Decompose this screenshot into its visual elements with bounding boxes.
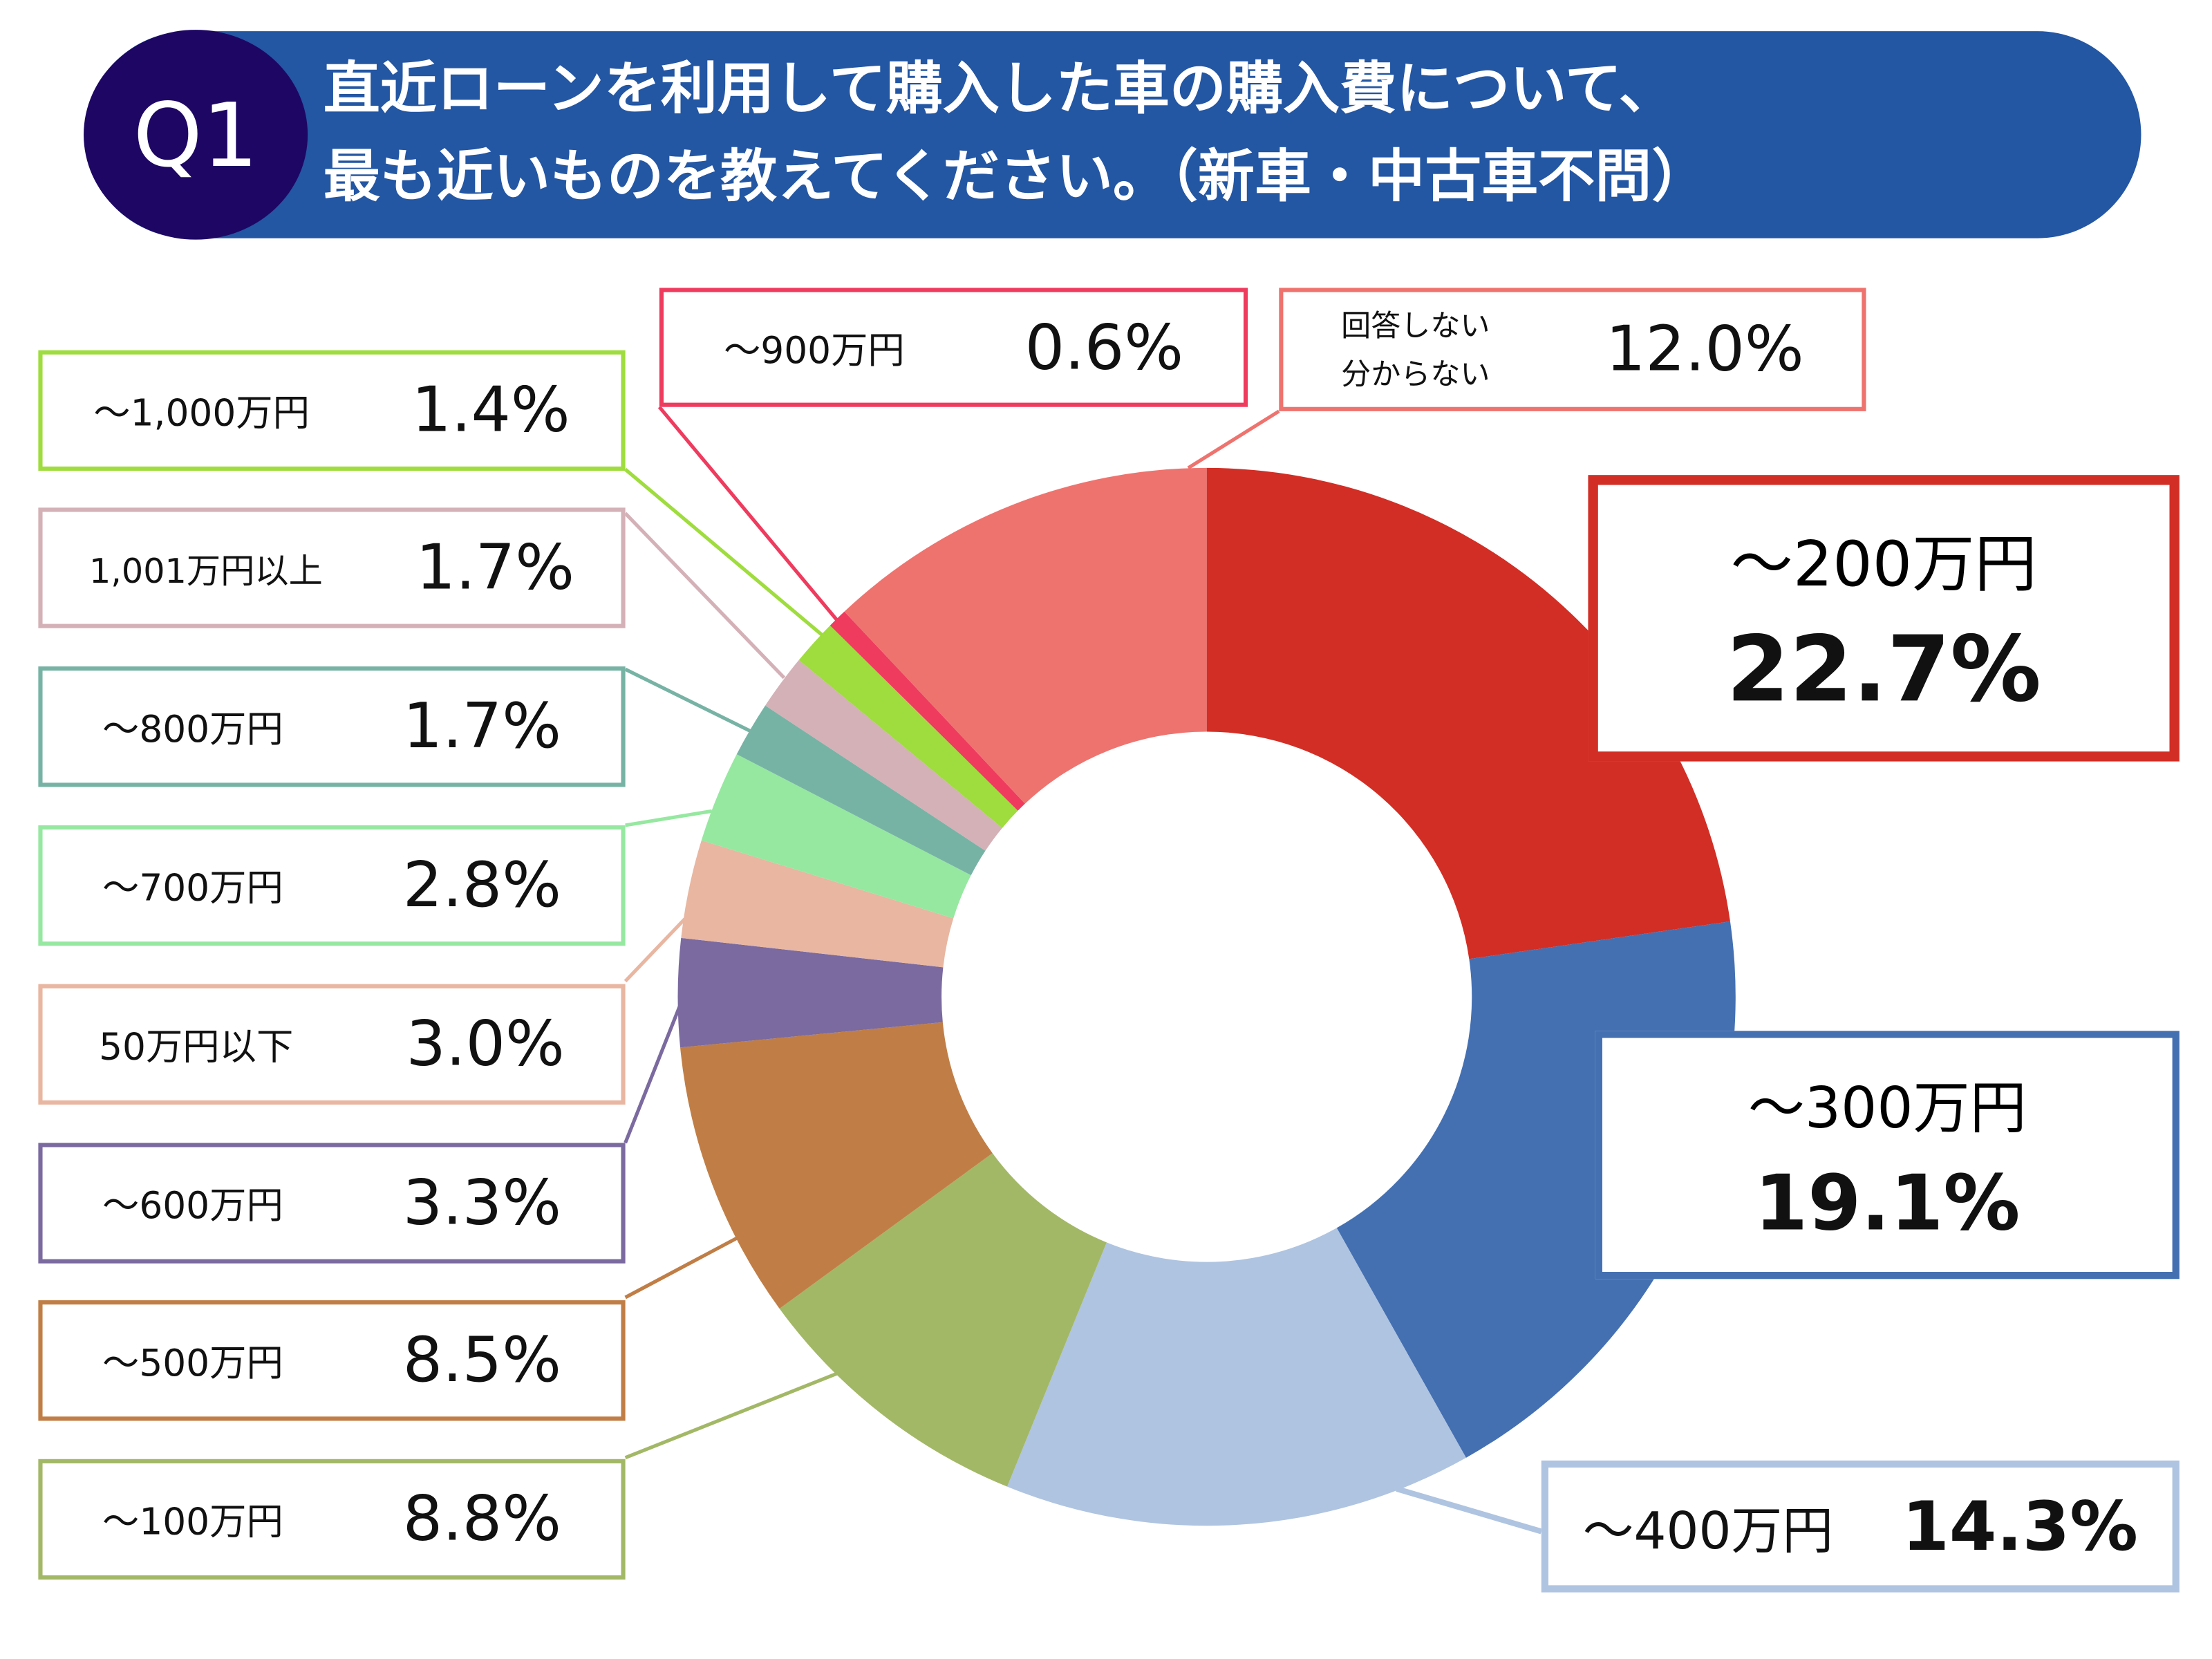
leader-line: [624, 1371, 841, 1460]
data-label-box: ～400万円 14.3%: [1541, 1460, 2180, 1593]
leader-line: [1187, 409, 1280, 470]
pie-slice: [680, 1022, 993, 1309]
data-label-box: ～900万円 0.6%: [659, 288, 1248, 407]
data-label-box: ～700万円 2.8%: [38, 825, 626, 946]
leader-line: [624, 468, 824, 637]
slice-label: ～900万円: [723, 329, 905, 373]
slice-label: ～300万円: [1747, 1076, 2027, 1142]
slice-label: 1,001万円以上: [88, 551, 323, 592]
leader-line: [624, 917, 686, 983]
slice-label: ～100万円: [102, 1501, 283, 1544]
slice-value: 22.7%: [1726, 618, 2041, 724]
pie-slice: [844, 467, 1207, 804]
leader-line: [624, 512, 786, 679]
slice-value: 14.3%: [1902, 1486, 2138, 1566]
slice-label: ～600万円: [102, 1185, 283, 1228]
pie-slice: [830, 611, 1025, 811]
pie-slice: [765, 659, 1002, 851]
pie-slice: [798, 625, 1018, 828]
question-badge: Q1: [84, 30, 308, 240]
slice-label: ～1,000万円: [93, 393, 310, 435]
leader-line: [657, 406, 838, 621]
data-label-box: ～800万円 1.7%: [38, 666, 626, 787]
slice-value: 2.8%: [402, 849, 562, 922]
pie-slice: [779, 1153, 1107, 1487]
label-line: 分からない: [1341, 356, 1490, 391]
slice-value: 1.7%: [415, 532, 575, 604]
data-label-box: 回答しない分からない 12.0%: [1279, 288, 1866, 411]
slice-value: 19.1%: [1754, 1158, 2021, 1248]
pie-slice: [681, 840, 954, 968]
slice-value: 12.0%: [1605, 313, 1804, 386]
slice-value: 1.4%: [411, 374, 570, 447]
leader-line: [624, 1236, 738, 1300]
data-label-box: ～1,000万円 1.4%: [38, 350, 626, 471]
slice-value: 1.7%: [402, 690, 562, 763]
slice-label: ～400万円: [1582, 1502, 1834, 1561]
data-label-box: ～300万円 19.1%: [1595, 1031, 2180, 1280]
slice-label: ～800万円: [102, 709, 283, 752]
chart-title: 直近ローンを利用して購入した車の購入費について、 最も近いものを教えてください。…: [324, 46, 1709, 221]
label-line: 回答しない: [1341, 308, 1490, 343]
slice-label: 50万円以下: [99, 1027, 294, 1069]
pie-slice: [677, 937, 944, 1048]
leader-line: [625, 809, 713, 827]
data-label-box: ～500万円 8.5%: [38, 1300, 626, 1421]
data-label-box: 50万円以下 3.0%: [38, 984, 626, 1105]
data-label-box: ～100万円 8.8%: [38, 1459, 626, 1580]
title-line-2: 最も近いものを教えてください。（新車・中古車不問）: [323, 144, 1709, 210]
pie-slice: [1206, 467, 1730, 959]
slice-label: ～500万円: [102, 1342, 283, 1386]
slice-value: 0.6%: [1024, 311, 1184, 384]
data-label-box: ～200万円 22.7%: [1588, 475, 2180, 762]
slice-value: 3.3%: [402, 1167, 562, 1239]
slice-value: 8.8%: [402, 1483, 562, 1556]
slice-value: 8.5%: [402, 1324, 562, 1397]
title-banner: [85, 31, 2141, 238]
slice-label: ～700万円: [102, 868, 283, 910]
pie-slice: [736, 705, 986, 876]
pie-slice: [1007, 1228, 1466, 1526]
title-line-1: 直近ローンを利用して購入した車の購入費について、: [323, 57, 1676, 122]
slice-label: ～200万円: [1730, 529, 2037, 601]
slice-label: 回答しない分からない: [1341, 301, 1490, 397]
leader-line: [624, 667, 753, 733]
data-label-box: ～600万円 3.3%: [38, 1143, 626, 1264]
leader-line: [624, 1003, 683, 1144]
leader-line: [1396, 1485, 1542, 1535]
data-label-box: 1,001万円以上 1.7%: [38, 507, 626, 628]
slice-value: 3.0%: [406, 1008, 565, 1081]
pie-slice: [701, 754, 971, 919]
